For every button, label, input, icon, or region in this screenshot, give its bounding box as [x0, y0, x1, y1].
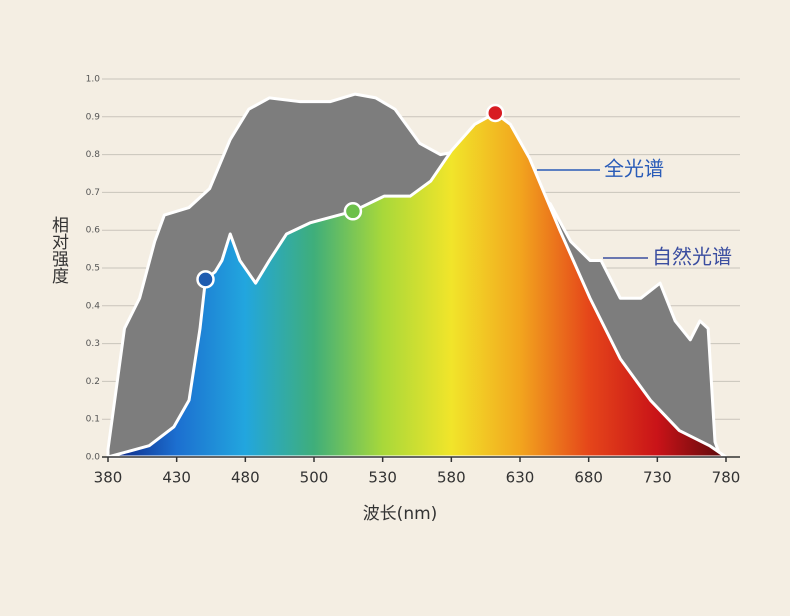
y-tick-label: 0.3	[86, 339, 100, 349]
x-tick-label: 780	[712, 469, 741, 487]
x-tick-label: 580	[437, 469, 466, 487]
x-tick-label: 530	[368, 469, 397, 487]
y-tick-label: 0.7	[86, 188, 100, 198]
x-axis-title: 波长(nm)	[363, 504, 438, 524]
y-tick-label: 0.2	[86, 377, 100, 387]
marker	[486, 103, 505, 123]
y-tick-label: 0.0	[86, 453, 101, 463]
x-tick-label: 380	[94, 469, 123, 487]
x-tick-label: 680	[574, 469, 603, 487]
marker	[343, 202, 363, 221]
marker	[196, 270, 215, 289]
y-axis-title: 相对强度	[48, 216, 69, 284]
y-tick-label: 0.4	[86, 301, 101, 311]
y-tick-label: 1.0	[86, 75, 101, 85]
y-tick-label: 0.8	[86, 150, 101, 160]
x-tick-label: 630	[506, 469, 535, 487]
x-tick-label: 480	[231, 469, 260, 487]
y-tick-label: 0.6	[86, 226, 101, 236]
y-tick-label: 0.5	[86, 264, 100, 274]
y-tick-label: 0.1	[86, 415, 100, 425]
legend-label: 全光谱	[604, 157, 664, 181]
legend-label: 自然光谱	[652, 245, 732, 269]
x-tick-label: 500	[300, 469, 329, 487]
y-tick-label: 0.9	[86, 112, 101, 122]
x-tick-label: 730	[643, 469, 672, 487]
x-tick-label: 430	[162, 469, 191, 487]
